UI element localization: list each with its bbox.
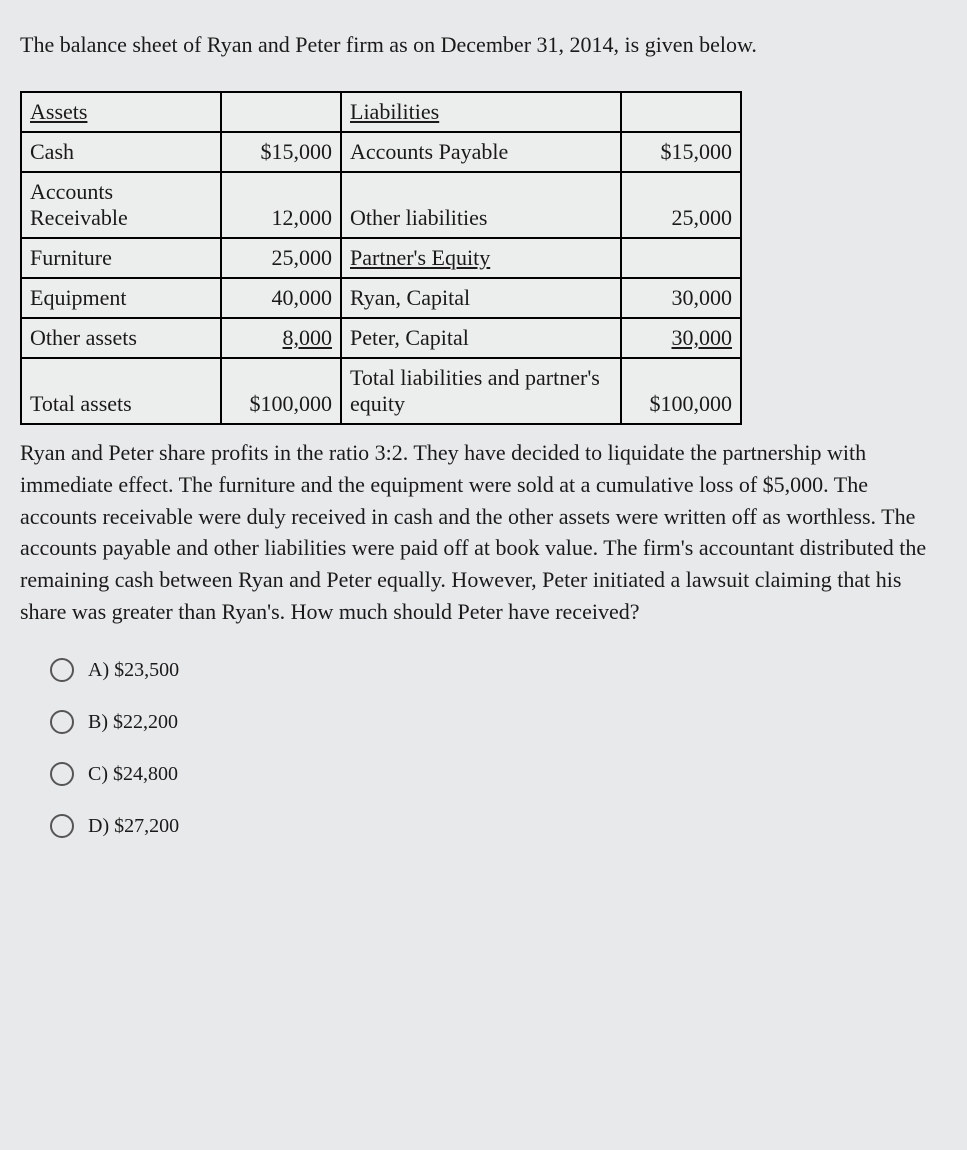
option-b[interactable]: B) $22,200 [50, 710, 947, 734]
liability-value [621, 238, 741, 278]
radio-icon [50, 658, 74, 682]
question-intro: The balance sheet of Ryan and Peter firm… [20, 30, 947, 61]
radio-icon [50, 710, 74, 734]
asset-label: Total assets [21, 358, 221, 424]
question-body: Ryan and Peter share profits in the rati… [20, 437, 947, 628]
option-label: D) $27,200 [88, 815, 179, 838]
option-d[interactable]: D) $27,200 [50, 814, 947, 838]
liability-label: Peter, Capital [341, 318, 621, 358]
liability-label: Partner's Equity [341, 238, 621, 278]
asset-value: 40,000 [221, 278, 341, 318]
asset-label: Other assets [21, 318, 221, 358]
option-label: B) $22,200 [88, 711, 178, 734]
option-label: A) $23,500 [88, 659, 179, 682]
asset-value: $15,000 [221, 132, 341, 172]
asset-value: 12,000 [221, 172, 341, 238]
header-assets-value [221, 92, 341, 132]
header-liabilities-value [621, 92, 741, 132]
asset-label: Cash [21, 132, 221, 172]
liability-label: Ryan, Capital [341, 278, 621, 318]
asset-label: Equipment [21, 278, 221, 318]
liability-label: Total liabilities and partner's equity [341, 358, 621, 424]
liability-label: Accounts Payable [341, 132, 621, 172]
balance-sheet-table: Assets Liabilities Cash $15,000 Accounts… [20, 91, 742, 425]
header-assets: Assets [21, 92, 221, 132]
liability-value: $100,000 [621, 358, 741, 424]
asset-label: Accounts Receivable [21, 172, 221, 238]
option-a[interactable]: A) $23,500 [50, 658, 947, 682]
asset-value: 25,000 [221, 238, 341, 278]
liability-value: 30,000 [621, 278, 741, 318]
liability-label: Other liabilities [341, 172, 621, 238]
asset-value: $100,000 [221, 358, 341, 424]
asset-value: 8,000 [221, 318, 341, 358]
header-liabilities: Liabilities [341, 92, 621, 132]
radio-icon [50, 762, 74, 786]
liability-value: $15,000 [621, 132, 741, 172]
liability-value: 30,000 [621, 318, 741, 358]
liability-value: 25,000 [621, 172, 741, 238]
radio-icon [50, 814, 74, 838]
option-label: C) $24,800 [88, 763, 178, 786]
asset-label: Furniture [21, 238, 221, 278]
option-c[interactable]: C) $24,800 [50, 762, 947, 786]
